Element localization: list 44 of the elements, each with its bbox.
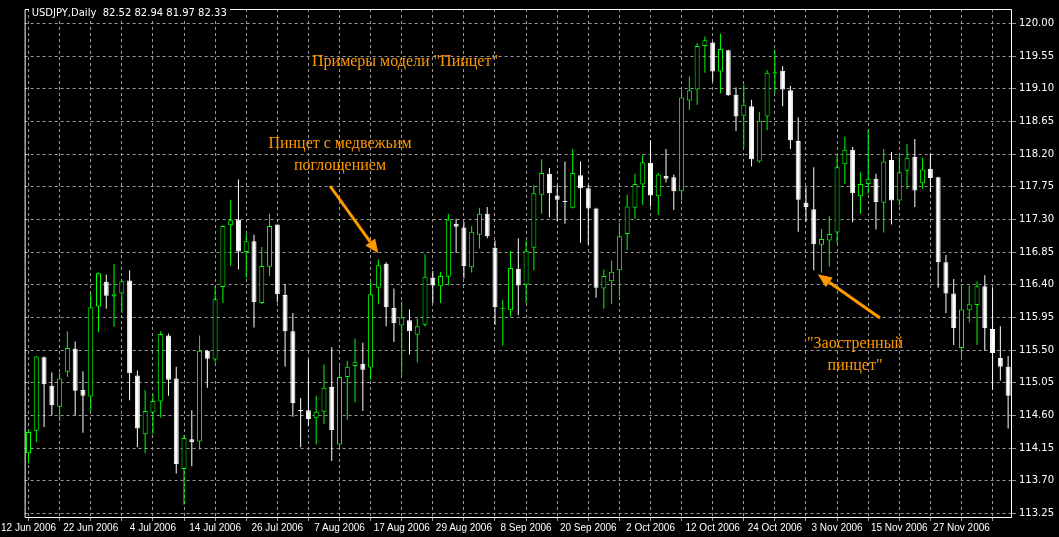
x-tick-label: 8 Sep 2006	[500, 521, 553, 533]
y-tick-label: 117.75	[1019, 180, 1055, 192]
x-tick-label: 12 Jun 2006	[0, 521, 57, 533]
x-tick-label: 17 Aug 2006	[373, 521, 431, 533]
y-tick-label: 114.15	[1019, 441, 1055, 453]
y-tick-label: 113.25	[1019, 506, 1055, 518]
x-tick-label: 27 Nov 2006	[933, 521, 991, 533]
candlestick	[80, 371, 86, 433]
x-tick-label: 22 Jun 2006	[63, 521, 119, 533]
y-tick-label: 119.55	[1019, 49, 1055, 61]
x-tick-label: 24 Oct 2006	[747, 521, 803, 533]
x-tick-label: 4 Jul 2006	[129, 521, 177, 533]
y-tick-label: 115.05	[1019, 376, 1055, 388]
x-tick-label: 20 Sep 2006	[559, 521, 618, 533]
text: Примеры модели "Пинцет"	[311, 51, 499, 72]
y-tick-label: 114.60	[1019, 408, 1055, 420]
y-tick-label: 120.00	[1019, 17, 1055, 29]
x-tick-label: 14 Jul 2006	[189, 521, 242, 533]
x-tick-label: 26 Jul 2006	[251, 521, 304, 533]
candlestick	[663, 149, 669, 183]
candlestick	[189, 410, 195, 467]
y-tick-label: 115.50	[1019, 343, 1055, 355]
x-tick-label: 7 Aug 2006	[314, 521, 366, 533]
y-tick-label: 117.30	[1019, 213, 1055, 225]
annotation: "Заостренный пинцет"	[806, 333, 904, 376]
y-tick-label: 116.85	[1019, 245, 1055, 257]
y-tick-label: 115.95	[1019, 311, 1055, 323]
annotation: Пинцет с медвежьим поглощением	[267, 133, 413, 176]
x-tick-label: 3 Nov 2006	[811, 521, 864, 533]
x-tick-label: 2 Oct 2006	[626, 521, 676, 533]
x-tick-label: 15 Nov 2006	[870, 521, 929, 533]
y-tick-label: 118.65	[1019, 115, 1055, 127]
x-tick-label: 29 Aug 2006	[435, 521, 493, 533]
candlestick	[453, 218, 459, 253]
candlestick	[228, 199, 234, 266]
candlestick	[360, 342, 366, 412]
chart-subtitle: USDJPY,Daily 82.52 82.94 81.97 82.33	[28, 6, 230, 19]
y-tick-label: 113.70	[1019, 474, 1055, 486]
y-tick-label: 118.20	[1019, 147, 1055, 159]
y-tick-label: 116.40	[1019, 278, 1055, 290]
y-tick-label: 119.10	[1019, 82, 1055, 94]
candlestick	[865, 129, 871, 195]
x-tick-label: 12 Oct 2006	[685, 521, 741, 533]
candlestick	[399, 301, 405, 375]
